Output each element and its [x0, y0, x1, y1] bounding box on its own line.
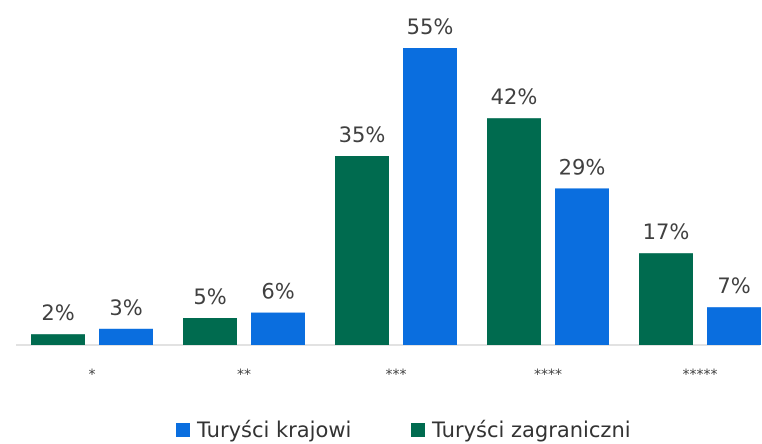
bar — [403, 48, 457, 345]
data-label: 7% — [717, 274, 750, 298]
bar — [99, 328, 153, 345]
bar — [183, 318, 237, 345]
bar — [31, 334, 85, 345]
legend-swatch — [411, 423, 425, 437]
bar — [335, 156, 389, 345]
data-label: 6% — [261, 280, 294, 304]
legend-swatch — [176, 423, 190, 437]
x-tick-label: ***** — [683, 367, 718, 383]
data-label: 2% — [41, 301, 74, 325]
x-tick-label: **** — [534, 367, 562, 383]
data-label: 29% — [559, 155, 606, 179]
x-tick-label: * — [89, 367, 96, 383]
bar — [639, 253, 693, 345]
data-label: 17% — [643, 220, 690, 244]
bar — [487, 118, 541, 345]
data-label: 55% — [407, 15, 454, 39]
x-tick-label: ** — [237, 367, 251, 383]
legend-label: Turyści krajowi — [196, 418, 351, 442]
data-label: 35% — [339, 123, 386, 147]
legend-label: Turyści zagraniczni — [431, 418, 631, 442]
data-label: 3% — [109, 296, 142, 320]
data-label: 5% — [193, 285, 226, 309]
x-tick-label: *** — [386, 367, 407, 383]
bar — [251, 312, 305, 345]
bar — [555, 188, 609, 345]
bar — [707, 307, 761, 345]
data-label: 42% — [491, 85, 538, 109]
